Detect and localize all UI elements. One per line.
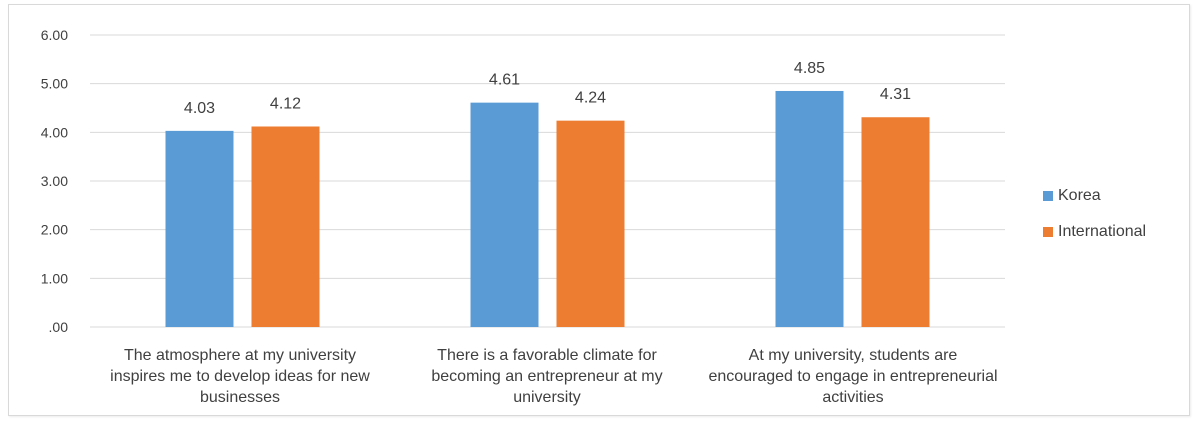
bar-international (861, 117, 930, 327)
category-label-2: There is a favorable climate for becomin… (431, 347, 663, 406)
data-label: 4.12 (270, 95, 301, 112)
legend: Korea International (1043, 186, 1146, 258)
y-tick-label: 1.00 (41, 270, 68, 286)
data-label: 4.24 (575, 90, 606, 107)
bar-korea (775, 90, 844, 327)
legend-swatch-international (1043, 227, 1053, 237)
y-tick-label: 2.00 (41, 222, 68, 238)
category-label-3: At my university, students are encourage… (708, 347, 998, 406)
data-label: 4.31 (880, 86, 911, 103)
legend-item-korea: Korea (1043, 186, 1146, 206)
data-label: 4.03 (184, 100, 215, 117)
y-tick-label: 4.00 (41, 124, 68, 140)
bar-international (556, 120, 625, 327)
y-tick-label: 6.00 (41, 27, 68, 43)
y-tick-label: 3.00 (41, 173, 68, 189)
legend-label-international: International (1058, 223, 1147, 240)
category-label-1: The atmosphere at my university inspires… (110, 347, 370, 406)
data-label: 4.85 (794, 60, 825, 77)
bar-korea (165, 130, 234, 327)
bar-international (251, 126, 320, 327)
bar-korea (470, 102, 539, 327)
legend-item-international: International (1043, 222, 1146, 242)
legend-label-korea: Korea (1058, 187, 1101, 204)
y-tick-label: .00 (49, 319, 69, 335)
y-tick-label: 5.00 (41, 76, 68, 92)
data-label: 4.61 (489, 72, 520, 89)
legend-swatch-korea (1043, 191, 1053, 201)
